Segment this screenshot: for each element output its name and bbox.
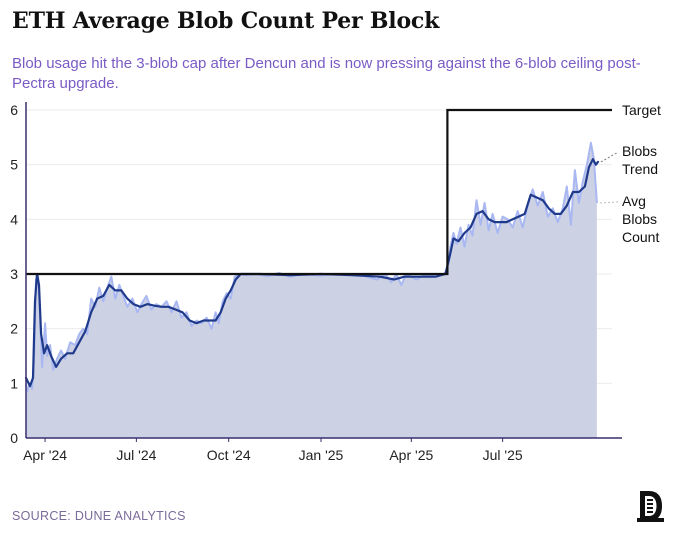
chart-subtitle: Blob usage hit the 3-blob cap after Denc… <box>12 55 641 92</box>
legend-line-0-0: Target <box>622 102 661 118</box>
x-tick-label-0: Apr '24 <box>23 447 67 463</box>
legend-connector-avg <box>599 201 619 204</box>
legend-line-2-2: Count <box>622 229 659 245</box>
legend-connector-trend <box>600 151 619 163</box>
y-tick-label-4: 4 <box>10 211 18 227</box>
legend-line-2-0: Avg <box>622 193 646 209</box>
legend-line-1-0: Blobs <box>622 143 657 159</box>
source-note: SOURCE: DUNE ANALYTICS <box>12 509 186 523</box>
x-tick-label-3: Jan '25 <box>299 447 344 463</box>
legend-line-1-1: Trend <box>622 161 658 177</box>
y-tick-label-6: 6 <box>10 102 18 118</box>
legend: Target Blobs Trend Avg Blobs Count <box>599 102 661 245</box>
avg-blobs-area-group <box>25 141 598 439</box>
target-line <box>26 108 612 276</box>
chart-title: ETH Average Blob Count Per Block <box>12 8 440 34</box>
y-tick-label-5: 5 <box>10 157 18 173</box>
legend-label-1: Blobs Trend <box>622 143 658 177</box>
y-axis-ticks: 0 1 2 3 4 5 6 <box>10 102 18 446</box>
target-group <box>26 108 612 276</box>
y-tick-label-3: 3 <box>10 266 18 282</box>
x-tick-label-5: Jul '25 <box>483 447 523 463</box>
x-tick-label-1: Jul '24 <box>116 447 156 463</box>
blobs-trend-group <box>24 158 600 388</box>
brand-logo-icon <box>637 491 664 522</box>
x-tick-label-4: Apr '25 <box>389 447 433 463</box>
legend-line-2-1: Blobs <box>622 211 657 227</box>
x-axis-ticks: Apr '24 Jul '24 Oct '24 Jan '25 Apr '25 Jul '… <box>23 438 523 463</box>
x-tick-label-2: Oct '24 <box>207 447 251 463</box>
y-tick-label-2: 2 <box>10 321 18 337</box>
y-tick-label-0: 0 <box>10 430 18 446</box>
blobs-trend-line <box>24 158 600 388</box>
legend-label-0: Target <box>622 102 661 118</box>
avg-blobs-area <box>26 142 597 439</box>
axes <box>25 102 622 439</box>
legend-label-2: Avg Blobs Count <box>622 193 659 245</box>
y-tick-label-1: 1 <box>10 375 18 391</box>
